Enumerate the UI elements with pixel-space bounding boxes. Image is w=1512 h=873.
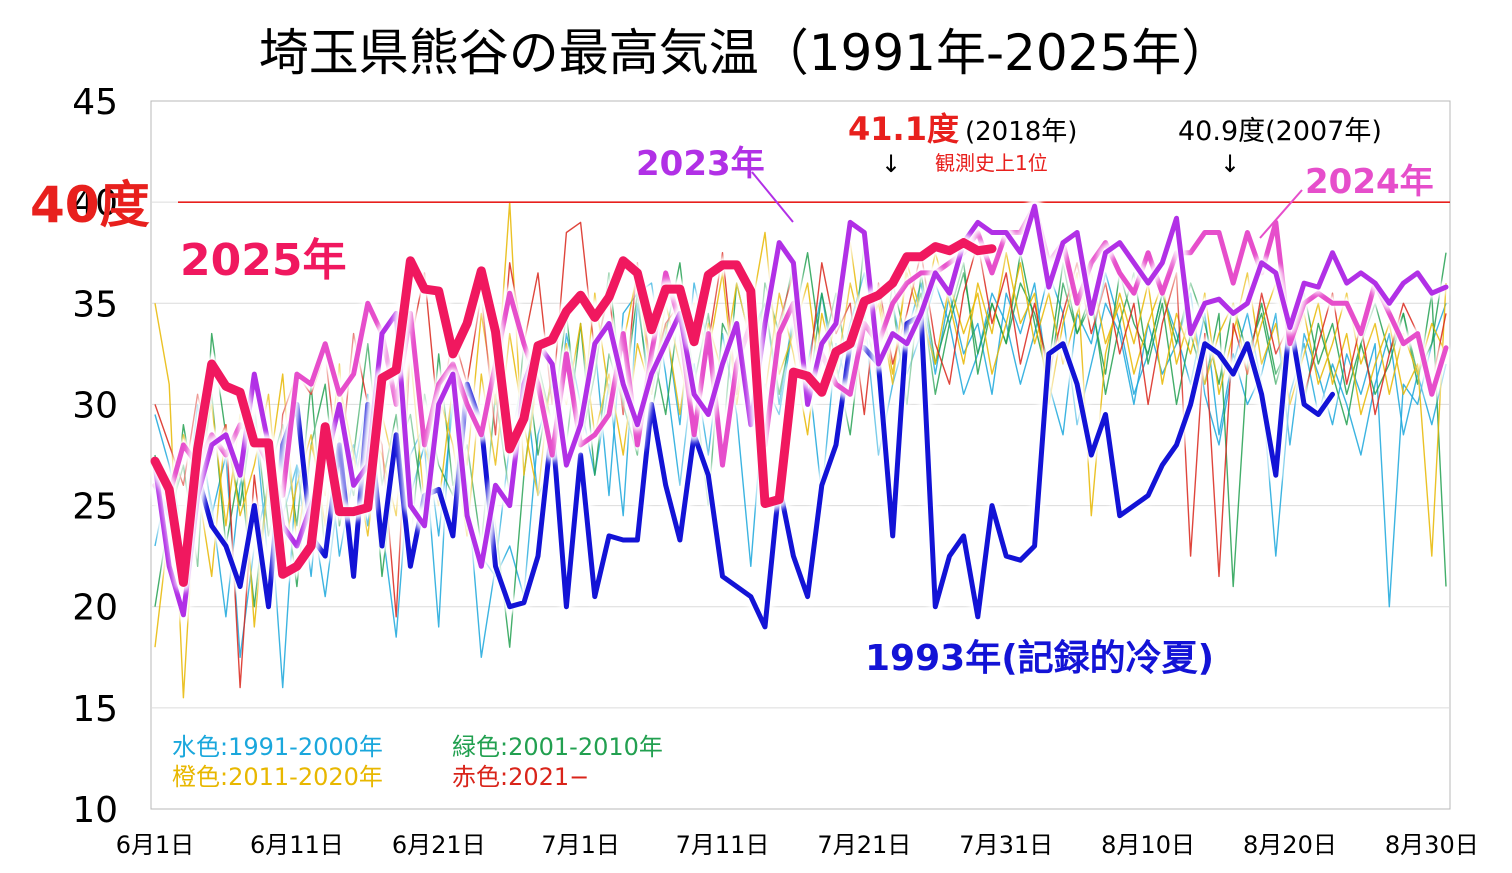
x-tick-label: 8月30日 [1385,831,1479,859]
legend-entry: 水色:1991-2000年 [172,733,383,761]
y-tick-label: 20 [72,588,118,629]
x-tick-label: 7月1日 [541,831,620,859]
x-tick-label: 7月11日 [676,831,770,859]
x-tick-label: 7月21日 [817,831,911,859]
label-1993: 1993年(記録的冷夏) [865,638,1214,679]
threshold-40: 40度 [30,176,1450,234]
x-tick-label: 6月21日 [392,831,486,859]
label-2023: 2023年 [636,144,765,184]
y-tick-label: 40 [72,183,118,224]
x-tick-label: 8月20日 [1243,831,1337,859]
y-tick-label: 30 [72,385,118,426]
x-tick-label: 6月11日 [250,831,344,859]
record-2018-rank: 観測史上1位 [935,151,1048,175]
record-2007-arrow: ↓ [1220,150,1240,178]
chart-title: 埼玉県熊谷の最高気温（1991年-2025年） [259,24,1232,82]
record-2007-label: 40.9度(2007年) [1178,116,1382,147]
legend-entry: 赤色:2021− [452,763,589,791]
series-line [150,238,997,587]
x-tick-label: 6月1日 [116,831,195,859]
y-tick-label: 10 [72,790,118,831]
highlight-series-lines [147,199,1453,634]
label-2024: 2024年 [1305,162,1434,202]
legend-entry: 橙色:2011-2020年 [172,763,383,791]
record-2018-value: 41.1度 [848,110,959,148]
y-tick-label: 45 [72,82,118,123]
y-axis-ticks: 10 15 20 25 30 35 40 45 [72,82,118,831]
annotations: 2025年 2023年 2024年 1993年(記録的冷夏) 41.1度 (2018年) 観… [180,110,1434,679]
legend-entry: 緑色:2001-2010年 [452,733,663,761]
series-line [152,312,1335,630]
record-2018-arrow: ↓ [881,150,901,178]
threshold-label: 40度 [30,176,150,234]
y-tick-label: 35 [72,284,118,325]
pointer-2023 [751,171,794,223]
label-2025: 2025年 [180,235,346,286]
x-axis-ticks: 6月1日 6月11日 6月21日 7月1日 7月11日 7月21日 7月31日 8月10日 8月… [116,831,1479,859]
y-tick-label: 25 [72,487,118,528]
x-tick-label: 8月10日 [1101,831,1195,859]
y-tick-label: 15 [72,689,118,730]
x-tick-label: 7月31日 [959,831,1053,859]
pointer-2024 [1259,189,1303,239]
record-2018-year: (2018年) [965,117,1077,147]
